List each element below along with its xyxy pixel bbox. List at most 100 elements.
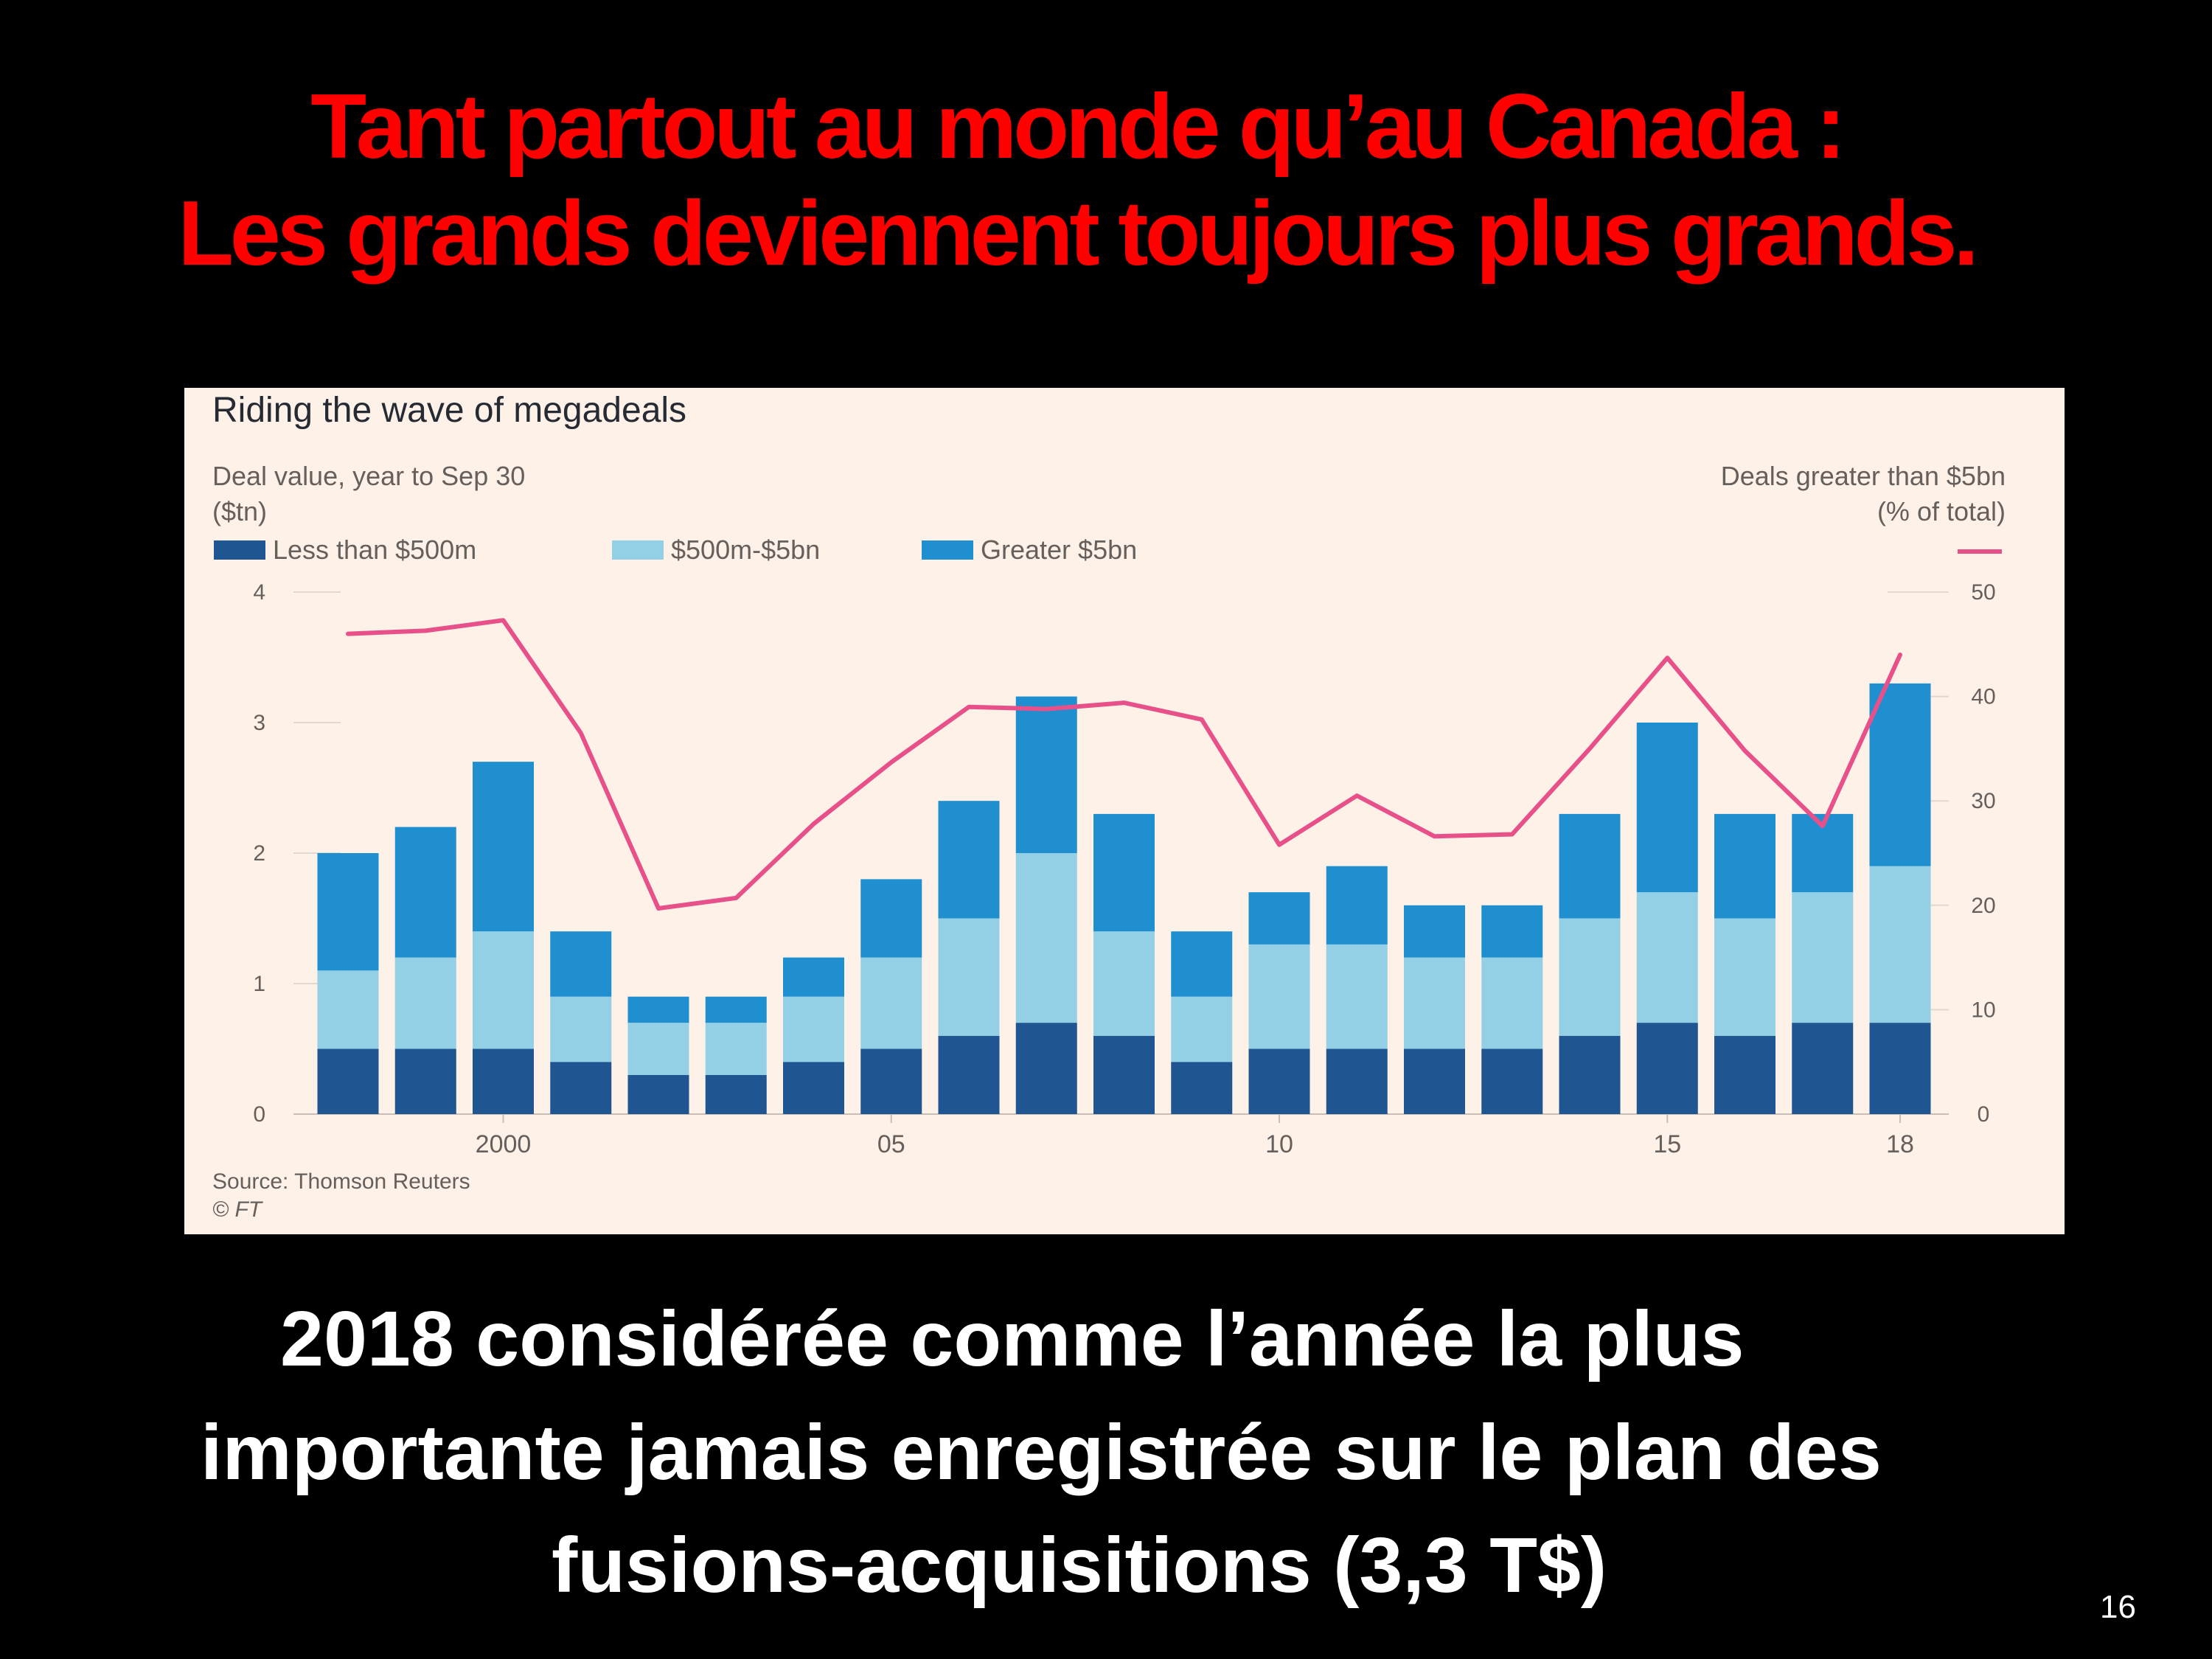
bar-1998-series-2 <box>317 853 379 971</box>
left-axis-label-line-2: ($tn) <box>212 496 267 526</box>
x-tick-label-0: 2000 <box>476 1130 532 1158</box>
page-number: 16 <box>2100 1589 2136 1625</box>
bar-2013-series-0 <box>1481 1048 1543 1114</box>
bar-1999-series-1 <box>394 957 456 1049</box>
left-axis-ticks: 0 1 2 3 4 <box>253 580 265 1127</box>
bar-2012-series-2 <box>1404 905 1465 958</box>
right-axis-label-line-2: (% of total) <box>1877 496 2006 526</box>
bar-2004-series-1 <box>783 996 844 1062</box>
bar-2012-series-0 <box>1404 1048 1465 1114</box>
bar-2015-series-1 <box>1636 892 1698 1023</box>
bar-2017-series-1 <box>1792 892 1854 1023</box>
bar-2002-series-2 <box>627 996 689 1023</box>
bar-2000-series-1 <box>473 931 534 1049</box>
bar-1999-series-0 <box>394 1048 456 1114</box>
bar-2008-series-0 <box>1093 1035 1155 1114</box>
left-axis-label-line-1: Deal value, year to Sep 30 <box>212 461 525 491</box>
x-tick-label-4: 18 <box>1886 1130 1914 1158</box>
right-tick-label-1: 10 <box>1971 998 1995 1022</box>
legend-swatch-1 <box>612 540 664 560</box>
legend-label-2: Greater $5bn <box>981 535 1137 565</box>
right-tick-label-5: 50 <box>1971 580 1995 605</box>
chart-line-layer <box>346 618 1902 911</box>
bar-2015-series-0 <box>1636 1023 1698 1114</box>
bar-1999-series-2 <box>394 827 456 958</box>
bar-2001-series-1 <box>550 996 612 1062</box>
left-tick-label-4: 4 <box>253 580 265 605</box>
right-tick-label-0: 0 <box>1978 1102 1990 1127</box>
bar-2011-series-1 <box>1326 944 1388 1049</box>
bar-2006-series-2 <box>938 801 1000 919</box>
bar-2002-series-0 <box>627 1074 689 1114</box>
bar-2008-series-1 <box>1093 931 1155 1036</box>
bar-2018-series-1 <box>1869 866 1931 1023</box>
bar-2007-series-2 <box>1015 696 1077 853</box>
slide-title: Tant partout au monde qu’au Canada : Les… <box>0 74 2153 288</box>
bar-2005-series-1 <box>860 957 922 1049</box>
right-tick-label-3: 30 <box>1971 789 1995 813</box>
left-tick-label-2: 2 <box>253 841 265 866</box>
bar-2008-series-2 <box>1093 813 1155 932</box>
caption-line-1: 2018 considérée comme l’année la plus <box>280 1295 1745 1382</box>
slide-title-line-1: Tant partout au monde qu’au Canada : <box>310 76 1846 178</box>
right-axis-label-line-1: Deals greater than $5bn <box>1721 461 2006 491</box>
bar-2005-series-0 <box>860 1048 922 1114</box>
legend-swatch-0 <box>214 540 265 560</box>
bar-2009-series-2 <box>1171 931 1233 997</box>
caption-line-3: fusions-acquisitions (3,3 T$) <box>552 1522 1607 1610</box>
bar-2003-series-0 <box>705 1074 767 1114</box>
bar-2010-series-2 <box>1248 892 1310 945</box>
chart-source: Source: Thomson Reuters <box>212 1169 470 1194</box>
caption-line-2: importante jamais enregistrée sur le pla… <box>201 1408 1882 1496</box>
bar-2014-series-2 <box>1559 813 1621 919</box>
chart-legend: Less than $500m $500m-$5bn Greater $5bn <box>214 535 2002 565</box>
bar-2014-series-0 <box>1559 1035 1621 1114</box>
bar-2000-series-0 <box>473 1048 534 1114</box>
chart-title: Riding the wave of megadeals <box>212 391 686 430</box>
bar-2002-series-1 <box>627 1023 689 1075</box>
x-tick-label-1: 05 <box>877 1130 905 1158</box>
bar-2006-series-0 <box>938 1035 1000 1114</box>
slide-caption: 2018 considérée comme l’année la plus im… <box>0 1283 2212 1623</box>
right-tick-label-4: 40 <box>1971 685 1995 709</box>
right-tick-label-2: 20 <box>1971 894 1995 918</box>
bar-2003-series-1 <box>705 1023 767 1075</box>
bar-2012-series-1 <box>1404 957 1465 1049</box>
left-tick-label-1: 1 <box>253 972 265 996</box>
chart-bars <box>317 683 1931 1114</box>
bar-2007-series-1 <box>1015 853 1077 1023</box>
slide-title-line-2: Les grands deviennent toujours plus gran… <box>178 183 1979 285</box>
left-tick-label-0: 0 <box>253 1102 265 1127</box>
left-tick-label-3: 3 <box>253 711 265 735</box>
x-tick-label-3: 15 <box>1653 1130 1681 1158</box>
bar-2013-series-1 <box>1481 957 1543 1049</box>
bar-2011-series-2 <box>1326 866 1388 945</box>
chart-panel: Riding the wave of megadeals Deal value,… <box>184 388 2065 1234</box>
bar-2007-series-0 <box>1015 1023 1077 1114</box>
bar-2009-series-1 <box>1171 996 1233 1062</box>
right-axis-ticks: 0 10 20 30 40 50 <box>1971 580 1995 1127</box>
megadeals-chart: Riding the wave of megadeals Deal value,… <box>212 391 2006 1222</box>
bar-2001-series-2 <box>550 931 612 997</box>
bar-2004-series-0 <box>783 1062 844 1114</box>
bar-2018-series-2 <box>1869 683 1931 866</box>
bar-2009-series-0 <box>1171 1062 1233 1114</box>
bar-2001-series-0 <box>550 1062 612 1114</box>
bar-2011-series-0 <box>1326 1048 1388 1114</box>
bar-2010-series-0 <box>1248 1048 1310 1114</box>
bar-1998-series-1 <box>317 970 379 1049</box>
legend-label-0: Less than $500m <box>273 535 476 565</box>
bar-2003-series-2 <box>705 996 767 1023</box>
bar-2017-series-0 <box>1792 1023 1854 1114</box>
bar-2006-series-1 <box>938 918 1000 1036</box>
bar-2000-series-2 <box>473 762 534 932</box>
bar-1998-series-0 <box>317 1048 379 1114</box>
bar-2004-series-2 <box>783 957 844 997</box>
bar-2016-series-1 <box>1714 918 1775 1036</box>
bar-2013-series-2 <box>1481 905 1543 958</box>
bar-2010-series-1 <box>1248 944 1310 1049</box>
x-axis-ticks: 2000 05 10 15 18 <box>476 1114 1914 1158</box>
legend-label-1: $500m-$5bn <box>671 535 820 565</box>
legend-swatch-2 <box>922 540 973 560</box>
bar-2018-series-0 <box>1869 1023 1931 1114</box>
